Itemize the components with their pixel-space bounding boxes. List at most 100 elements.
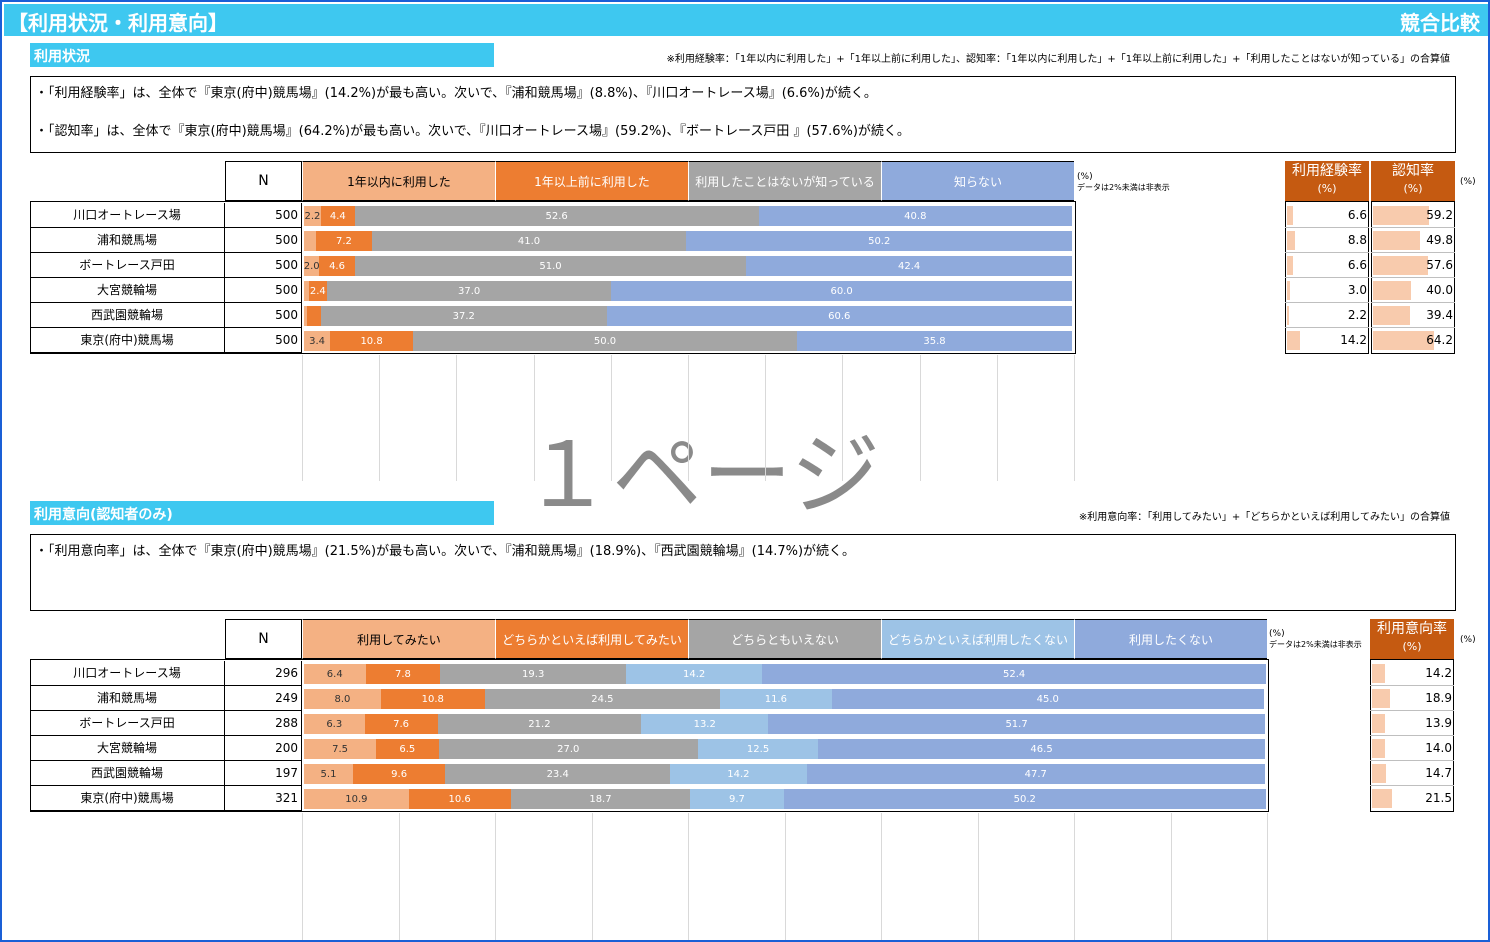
- unit-label: (%): [1269, 629, 1285, 639]
- row-category-label: ボートレース戸田: [30, 253, 225, 278]
- bar-segment: [304, 231, 317, 251]
- rate-header-label: 利用経験率: [1292, 163, 1362, 179]
- bar-segment: 19.3: [440, 664, 626, 684]
- gridline: [996, 355, 998, 481]
- rate-bar: [1373, 281, 1411, 300]
- gridline: [784, 813, 786, 940]
- rate-value: 6.6: [1285, 203, 1369, 228]
- legend-entry: どちらかといえば利用してみたい: [495, 619, 688, 659]
- bar-segment: 14.2: [625, 664, 763, 684]
- rate-header-unit: (%): [1403, 182, 1423, 195]
- bar-segment: [304, 306, 308, 326]
- row-category-label: 大宮競輪場: [30, 736, 225, 761]
- bar-segment: 47.7: [806, 764, 1265, 784]
- section-title-usage: 利用状況: [30, 43, 494, 67]
- bar-segment: 14.2: [670, 764, 807, 784]
- rate-bar: [1373, 306, 1411, 325]
- n-column-header: N: [225, 619, 302, 659]
- page-title: 【利用状況・利用意向】: [8, 11, 228, 35]
- legend-entry: 1年以上前に利用した: [495, 161, 688, 201]
- bar-segment: 42.4: [746, 256, 1072, 276]
- row-n-value: 500: [225, 328, 302, 353]
- rate-header-unit: (%): [1317, 182, 1337, 195]
- gridline: [1170, 813, 1172, 940]
- rate-value: 64.2: [1426, 333, 1453, 347]
- rate-unit-label: (%): [1460, 177, 1476, 187]
- gridline: [379, 355, 381, 481]
- bar-segment: 51.7: [768, 714, 1265, 734]
- bar-segment: 7.2: [316, 231, 372, 251]
- rate-value: 2.2: [1285, 303, 1369, 328]
- rate-value: 49.8: [1371, 228, 1455, 253]
- row-n-value: 500: [225, 303, 302, 328]
- bar-segment: 6.3: [304, 714, 365, 734]
- comment-line: ・「利用意向率」は、全体で『東京(府中)競馬場』(21.5%)が最も高い。次いで…: [35, 544, 856, 559]
- row-n-value: 500: [225, 278, 302, 303]
- legend-entry: 利用したくない: [1074, 619, 1267, 659]
- bar-segment: 13.2: [641, 714, 769, 734]
- row-n-value: 197: [225, 761, 302, 786]
- bar-segment: 7.5: [304, 739, 377, 759]
- gridline: [302, 355, 303, 481]
- n-column-header: N: [225, 161, 302, 201]
- page-watermark: １ページ: [522, 423, 881, 528]
- gridline: [919, 355, 921, 481]
- gridline: [533, 355, 535, 481]
- page-header: 【利用状況・利用意向】 競合比較: [4, 4, 1488, 36]
- rate-column-header: 利用経験率 (%): [1285, 161, 1369, 201]
- rate-value: 39.4: [1371, 303, 1455, 328]
- gridline: [591, 813, 593, 940]
- gridline: [495, 813, 496, 940]
- bar-segment: 52.6: [354, 206, 759, 226]
- bar-segment: 23.4: [445, 764, 671, 784]
- bar-segment: 60.0: [611, 281, 1072, 301]
- bar-segment: 50.2: [686, 231, 1072, 251]
- row-category-label: 川口オートレース場: [30, 661, 225, 686]
- bar-segment: 10.8: [380, 689, 485, 709]
- comment-line: ・「利用経験率」は、全体で『東京(府中)競馬場』(14.2%)が最も高い。次いで…: [35, 86, 877, 101]
- rate-bar: [1373, 256, 1428, 275]
- bar-segment: 10.6: [408, 789, 511, 809]
- gridline: [1267, 813, 1268, 940]
- rate-header-label: 利用意向率: [1377, 621, 1447, 637]
- bar-segment: 41.0: [371, 231, 687, 251]
- rate-value: 14.0: [1370, 736, 1454, 761]
- gridline: [302, 813, 303, 940]
- unit-label: (%): [1077, 172, 1093, 182]
- row-category-label: 大宮競輪場: [30, 278, 225, 303]
- bar-segment: 4.4: [320, 206, 355, 226]
- unit-note: データは2%未満は非表示: [1269, 640, 1362, 649]
- gridline: [842, 355, 844, 481]
- bar-segment: 7.6: [364, 714, 438, 734]
- row-n-value: 249: [225, 686, 302, 711]
- comment-box-intention: ・「利用意向率」は、全体で『東京(府中)競馬場』(21.5%)が最も高い。次いで…: [30, 534, 1456, 611]
- gridline: [688, 355, 689, 481]
- rate-bar: [1287, 206, 1294, 225]
- rate-value: 18.9: [1370, 686, 1454, 711]
- bar-segment: 2.4: [308, 281, 328, 301]
- legend-entry: 知らない: [881, 161, 1074, 201]
- bar-segment: 4.6: [319, 256, 355, 276]
- bar-segment: [307, 306, 321, 326]
- bar-segment: 24.5: [484, 689, 721, 709]
- gridline: [1074, 813, 1075, 940]
- bar-segment: 5.1: [304, 764, 353, 784]
- bar-segment: 21.2: [437, 714, 642, 734]
- bar-segment: 2.0: [304, 256, 320, 276]
- bar-segment: 27.0: [438, 739, 698, 759]
- gridline: [398, 813, 400, 940]
- row-n-value: 200: [225, 736, 302, 761]
- rate-bar: [1372, 764, 1386, 783]
- rate-column-header: 認知率 (%): [1371, 161, 1455, 201]
- gridline: [1074, 355, 1075, 481]
- gridline: [881, 813, 882, 940]
- rate-bar: [1373, 206, 1430, 225]
- legend-entry: どちらかといえば利用したくない: [881, 619, 1074, 659]
- gridline: [688, 813, 689, 940]
- row-n-value: 500: [225, 253, 302, 278]
- comment-line: ・「認知率」は、全体で『東京(府中)競馬場』(64.2%)が最も高い。次いで、『…: [35, 124, 910, 139]
- row-n-value: 296: [225, 661, 302, 686]
- rate-unit-label: (%): [1460, 635, 1476, 645]
- bar-segment: 11.6: [720, 689, 832, 709]
- bar-segment: 7.8: [365, 664, 441, 684]
